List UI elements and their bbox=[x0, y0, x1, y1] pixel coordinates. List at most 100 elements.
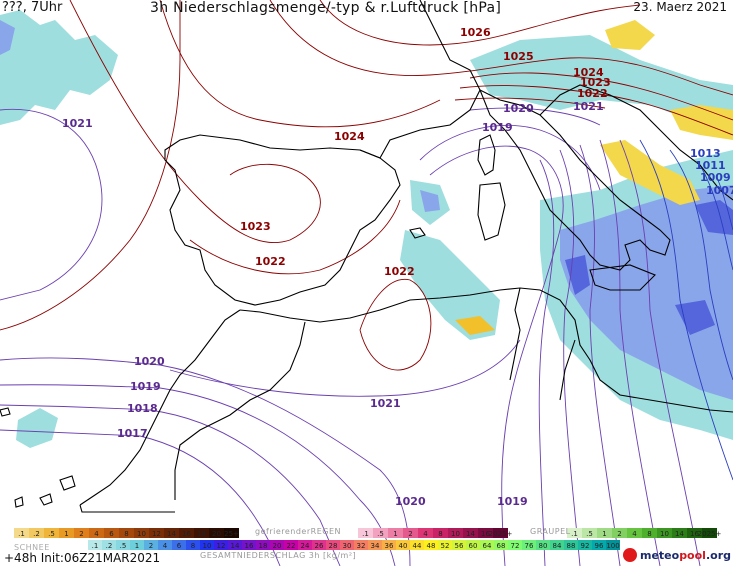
isobar-1018-east bbox=[538, 159, 555, 566]
legend-total-swatch bbox=[452, 540, 466, 550]
legend-graupel-swatch bbox=[627, 528, 642, 538]
legend-total-swatch bbox=[326, 540, 340, 550]
legend-total-swatch bbox=[396, 540, 410, 550]
legend-total-value: 32 bbox=[357, 542, 366, 550]
legend-total-swatch bbox=[312, 540, 326, 550]
legend-freezing-rain-swatch bbox=[463, 528, 478, 538]
legend-graupel-swatch bbox=[657, 528, 672, 538]
legend-total-swatch bbox=[340, 540, 354, 550]
legend-freezing-rain-swatch bbox=[403, 528, 418, 538]
legend-total-value: 72 bbox=[511, 542, 520, 550]
legend-snow-swatch bbox=[134, 528, 149, 538]
legend-graupel-swatch bbox=[582, 528, 597, 538]
legend-total-value: 8 bbox=[191, 542, 195, 550]
legend-snow-swatch bbox=[29, 528, 44, 538]
legend-total-value: 48 bbox=[427, 542, 436, 550]
coast-france bbox=[379, 0, 481, 159]
legend-freezing-rain-swatch bbox=[433, 528, 448, 538]
coast-morocco bbox=[79, 309, 241, 506]
isobar-1020-east bbox=[419, 124, 601, 191]
meteopool-logo[interactable]: meteo pool .org bbox=[622, 548, 731, 562]
legend-total-value: 60 bbox=[469, 542, 478, 550]
legend-graupel-value: 4 bbox=[632, 530, 637, 538]
coast-iberia bbox=[164, 134, 401, 306]
legend-freezing-rain-value: 10 bbox=[451, 530, 460, 538]
isobar-label: 1026 bbox=[460, 26, 491, 39]
precip-area-northwest bbox=[0, 10, 118, 125]
legend-snow-value: .2 bbox=[33, 530, 40, 538]
isobar-label: 1019 bbox=[497, 495, 528, 508]
isobar-1013-east bbox=[639, 139, 733, 481]
legend-snow-label: SCHNEE bbox=[14, 543, 50, 552]
legend-graupel-value: 2025+ bbox=[698, 530, 722, 538]
isobar-label: 1011 bbox=[695, 159, 726, 172]
legend-total-swatch bbox=[102, 540, 116, 550]
legend-freezing-rain-label: gefrierenderREGEN bbox=[255, 527, 341, 536]
legend-strips: .1.2.5 1 2 4 6 8 10 12 14 16 18 20 25+ .1.5 1 2 4 8 10 14 16… bbox=[14, 528, 721, 550]
legend-total-swatch bbox=[410, 540, 424, 550]
legend-snow-swatch bbox=[149, 528, 164, 538]
isobar-label: 1024 bbox=[334, 130, 365, 143]
legend-total-value: 96 bbox=[595, 542, 604, 550]
legend-freezing-rain-swatch bbox=[448, 528, 463, 538]
legend-total-value: 76 bbox=[525, 542, 534, 550]
legend-snow-swatch bbox=[44, 528, 59, 538]
run-time-label: ???, 7Uhr bbox=[2, 0, 63, 15]
legend-graupel-swatch bbox=[687, 528, 702, 538]
legend-snow-value: 18 bbox=[197, 530, 206, 538]
legend-total-swatch bbox=[270, 540, 284, 550]
snow-area-adriatic bbox=[600, 140, 700, 205]
legend-graupel-swatch bbox=[642, 528, 657, 538]
legend-total-value: 100 bbox=[606, 542, 619, 550]
border-spain-france bbox=[359, 149, 381, 159]
legend-total-value: 68 bbox=[497, 542, 506, 550]
legend-snow-value: .1 bbox=[18, 530, 25, 538]
isobar-1024-north bbox=[469, 72, 733, 121]
isobar-1022-inner bbox=[189, 199, 401, 275]
isobar-label: 1019 bbox=[482, 121, 513, 134]
legend-graupel-value: 14 bbox=[675, 530, 684, 538]
legend-snow-value: 16 bbox=[182, 530, 191, 538]
legend-total-value: 22 bbox=[287, 542, 296, 550]
legend-total-value: 1 bbox=[135, 542, 139, 550]
legend-snow-value: 25+ bbox=[224, 530, 239, 538]
isobar-label: 1017 bbox=[117, 427, 148, 440]
legend-snow-swatch bbox=[14, 528, 29, 538]
legend-total-value: 52 bbox=[441, 542, 450, 550]
legend-snow-value: 2 bbox=[79, 530, 83, 538]
legend-total-label: GESAMTNIEDERSCHLAG 3h [kg/m²] bbox=[200, 551, 357, 560]
legend-snow-value: .5 bbox=[48, 530, 55, 538]
legend-freezing-rain-value: 14 bbox=[466, 530, 475, 538]
legend-total-value: 4 bbox=[163, 542, 168, 550]
legend-graupel-value: 10 bbox=[660, 530, 669, 538]
logo-text-pool: pool bbox=[679, 548, 706, 562]
legend-total-swatch bbox=[592, 540, 606, 550]
isobar-label: 1020 bbox=[395, 495, 426, 508]
legend-snow-swatch bbox=[104, 528, 119, 538]
legend-freezing-rain-value: 2025+ bbox=[489, 530, 513, 538]
isobar-1021-south bbox=[169, 339, 521, 397]
isobar-1018 bbox=[0, 404, 341, 566]
legend-freezing-rain-swatch bbox=[358, 528, 373, 538]
isobar-1011-east bbox=[669, 149, 733, 381]
legend-total-swatch bbox=[480, 540, 494, 550]
legend-graupel-value: 16 bbox=[690, 530, 699, 538]
snow-area-alps bbox=[605, 20, 655, 50]
legend-total-value: 10 bbox=[203, 542, 212, 550]
isobar-1019-east bbox=[429, 145, 564, 566]
isobar-label: 1025 bbox=[503, 50, 534, 63]
precip-area-east-dark-3 bbox=[695, 200, 733, 235]
precip-area-east-dark-2 bbox=[675, 300, 715, 335]
legend-total-value: 28 bbox=[329, 542, 338, 550]
border-morocco-algeria bbox=[174, 321, 306, 500]
legend-total-value: 18 bbox=[259, 542, 268, 550]
logo-text-org: .org bbox=[705, 548, 731, 562]
border-algeria-tunisia bbox=[509, 287, 521, 381]
legend-graupel-swatch bbox=[597, 528, 612, 538]
logo-text-meteo: meteo bbox=[639, 548, 680, 562]
legend-total-swatch bbox=[564, 540, 578, 550]
legend-total-swatch bbox=[550, 540, 564, 550]
legend-total-value: .5 bbox=[120, 542, 127, 550]
isobar-1024-iberia bbox=[159, 0, 441, 128]
legend-total-swatch bbox=[508, 540, 522, 550]
